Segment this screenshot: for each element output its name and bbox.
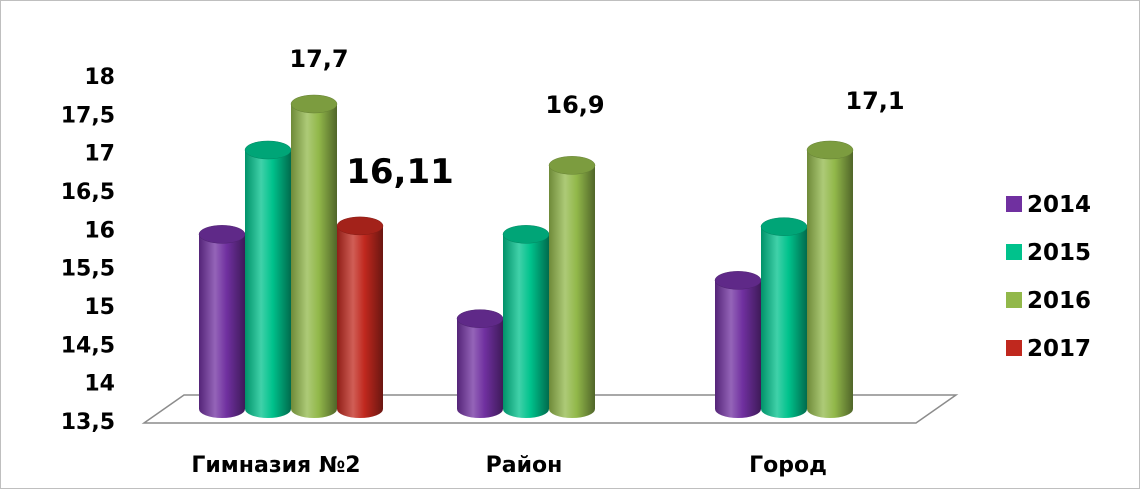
y-tick-label: 16,5 bbox=[61, 180, 115, 205]
y-tick-label: 18 bbox=[84, 65, 115, 90]
legend-swatch bbox=[1006, 292, 1022, 308]
legend-swatch bbox=[1006, 340, 1022, 356]
legend-label: 2015 bbox=[1027, 240, 1091, 266]
legend-label: 2017 bbox=[1027, 336, 1091, 362]
bar-2015 bbox=[502, 225, 550, 418]
legend-item: 2017 bbox=[1006, 336, 1091, 362]
y-tick-label: 14,5 bbox=[61, 333, 115, 358]
bar-2014 bbox=[714, 271, 762, 418]
y-tick-label: 13,5 bbox=[61, 410, 115, 435]
y-axis: 13,5 14 14,5 15 15,5 16 16,5 17 17,5 18 bbox=[61, 65, 115, 435]
legend-swatch bbox=[1006, 244, 1022, 260]
bar-2014 bbox=[198, 225, 246, 418]
bar-2015 bbox=[760, 217, 808, 418]
x-tick-label: Район bbox=[486, 453, 563, 478]
y-tick-label: 16 bbox=[84, 218, 115, 243]
x-axis: Гимназия №2 Район Город bbox=[191, 453, 827, 478]
y-tick-label: 17,5 bbox=[61, 103, 115, 128]
bar-2016 bbox=[806, 140, 854, 418]
data-label: 17,7 bbox=[289, 45, 348, 73]
legend: 2014 2015 2016 2017 bbox=[1006, 192, 1091, 362]
legend-swatch bbox=[1006, 196, 1022, 212]
x-tick-label: Гимназия №2 bbox=[191, 453, 360, 478]
bar-2015 bbox=[244, 140, 292, 418]
bars bbox=[198, 94, 854, 418]
y-tick-label: 14 bbox=[84, 372, 115, 397]
bar-2017 bbox=[336, 216, 384, 418]
data-labels: 17,7 16,11 16,9 17,1 bbox=[289, 45, 904, 192]
y-tick-label: 15 bbox=[84, 295, 115, 320]
x-tick-label: Город bbox=[749, 453, 827, 478]
data-label: 16,11 bbox=[346, 152, 454, 192]
data-label: 17,1 bbox=[845, 87, 904, 115]
legend-label: 2016 bbox=[1027, 288, 1091, 314]
data-label: 16,9 bbox=[545, 91, 604, 119]
legend-item: 2015 bbox=[1006, 240, 1091, 266]
legend-label: 2014 bbox=[1027, 192, 1091, 218]
legend-item: 2014 bbox=[1006, 192, 1091, 218]
bar-2016 bbox=[548, 156, 596, 418]
legend-item: 2016 bbox=[1006, 288, 1091, 314]
bar-2014 bbox=[456, 309, 504, 418]
y-tick-label: 17 bbox=[84, 142, 115, 167]
bar-2016 bbox=[290, 94, 338, 418]
y-tick-label: 15,5 bbox=[61, 257, 115, 282]
